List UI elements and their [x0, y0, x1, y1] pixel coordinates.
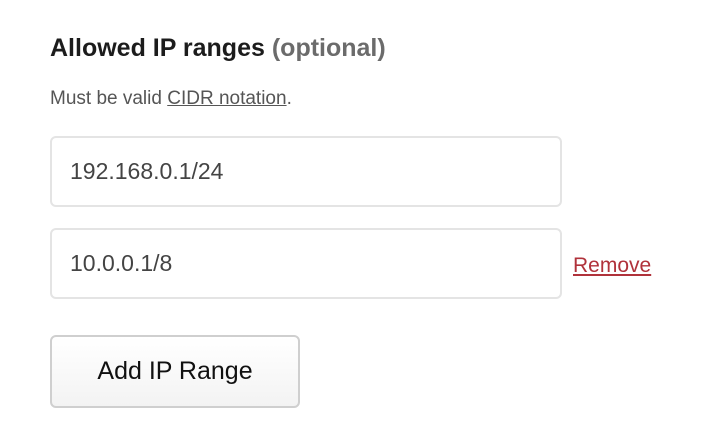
cidr-notation-link[interactable]: CIDR notation	[167, 88, 287, 109]
optional-tag: (optional)	[271, 34, 386, 62]
hint-text: Must be valid	[50, 88, 168, 109]
field-label-text: Allowed IP ranges	[50, 34, 265, 62]
hint-suffix: .	[286, 88, 292, 109]
ip-range-input-2[interactable]	[50, 228, 562, 299]
field-label: Allowed IP ranges (optional)	[50, 34, 386, 63]
ip-range-input-1[interactable]	[50, 136, 562, 207]
field-hint: Must be valid CIDR notation.	[50, 88, 292, 110]
add-ip-range-button[interactable]: Add IP Range	[50, 335, 300, 408]
remove-ip-range-link[interactable]: Remove	[573, 254, 652, 277]
